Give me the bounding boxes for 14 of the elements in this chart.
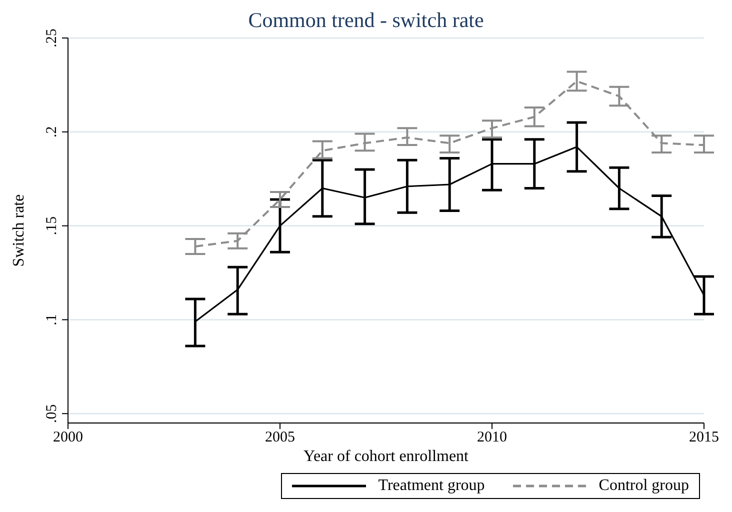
y-tick-label: .25 [44,28,60,48]
y-tick-label: .15 [44,216,60,236]
x-tick-label: 2010 [477,430,507,446]
legend-label: Treatment group [377,477,485,495]
x-tick-label: 2005 [265,430,295,446]
y-tick-label: .1 [44,314,60,326]
chart-title: Common trend - switch rate [248,8,484,32]
y-tick-label: .2 [44,126,60,138]
x-tick-label: 2000 [53,430,83,446]
y-tick-label: .05 [44,404,60,423]
legend-label: Control group [598,477,689,495]
x-tick-label: 2015 [689,430,719,446]
y-axis-title: Switch rate [10,194,28,267]
x-axis-title: Year of cohort enrollment [304,448,470,465]
